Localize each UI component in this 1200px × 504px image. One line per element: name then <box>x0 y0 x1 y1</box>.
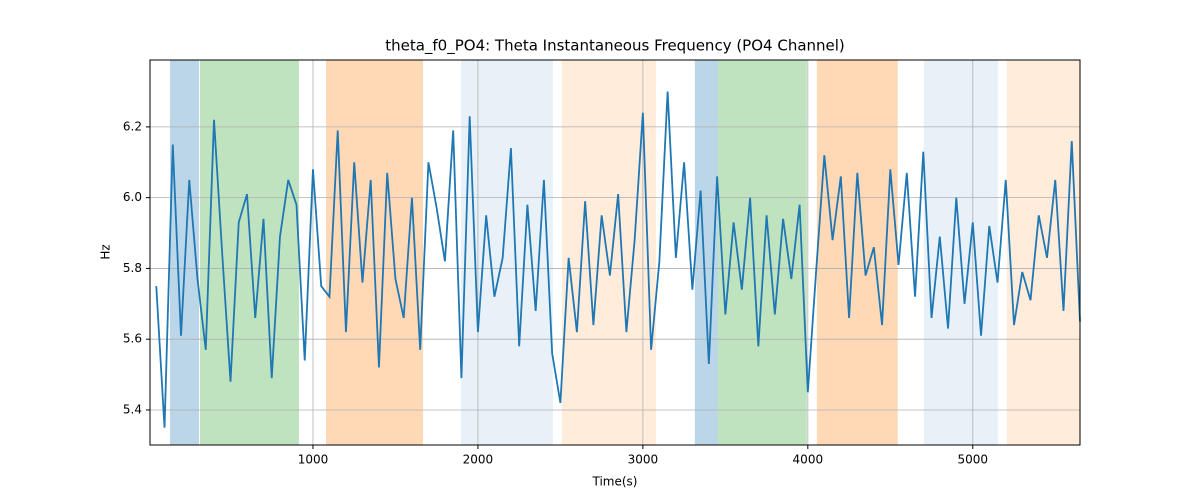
x-tick-label: 5000 <box>958 453 989 467</box>
plot-frame <box>149 59 1081 446</box>
shaded-span <box>816 60 898 445</box>
y-axis-title: Hz <box>99 244 113 259</box>
y-tick-label: 5.6 <box>123 332 142 346</box>
y-tick-label: 6.0 <box>123 190 142 204</box>
y-tick-label: 6.2 <box>123 119 142 133</box>
shaded-span <box>460 60 553 445</box>
chart-title: theta_f0_PO4: Theta Instantaneous Freque… <box>385 37 845 56</box>
shaded-span <box>717 60 807 445</box>
shaded-span <box>1006 60 1080 445</box>
x-tick-label: 4000 <box>793 453 824 467</box>
shaded-span <box>561 60 656 445</box>
x-tick-label: 1000 <box>298 453 329 467</box>
x-tick-label: 2000 <box>463 453 494 467</box>
shaded-span <box>169 60 199 445</box>
x-tick-label: 3000 <box>628 453 659 467</box>
y-tick-label: 5.8 <box>123 261 142 275</box>
shaded-span <box>694 60 718 445</box>
shaded-span <box>199 60 299 445</box>
y-tick-label: 5.4 <box>123 402 142 416</box>
data-line <box>155 91 1081 428</box>
x-axis-title: Time(s) <box>592 475 638 489</box>
